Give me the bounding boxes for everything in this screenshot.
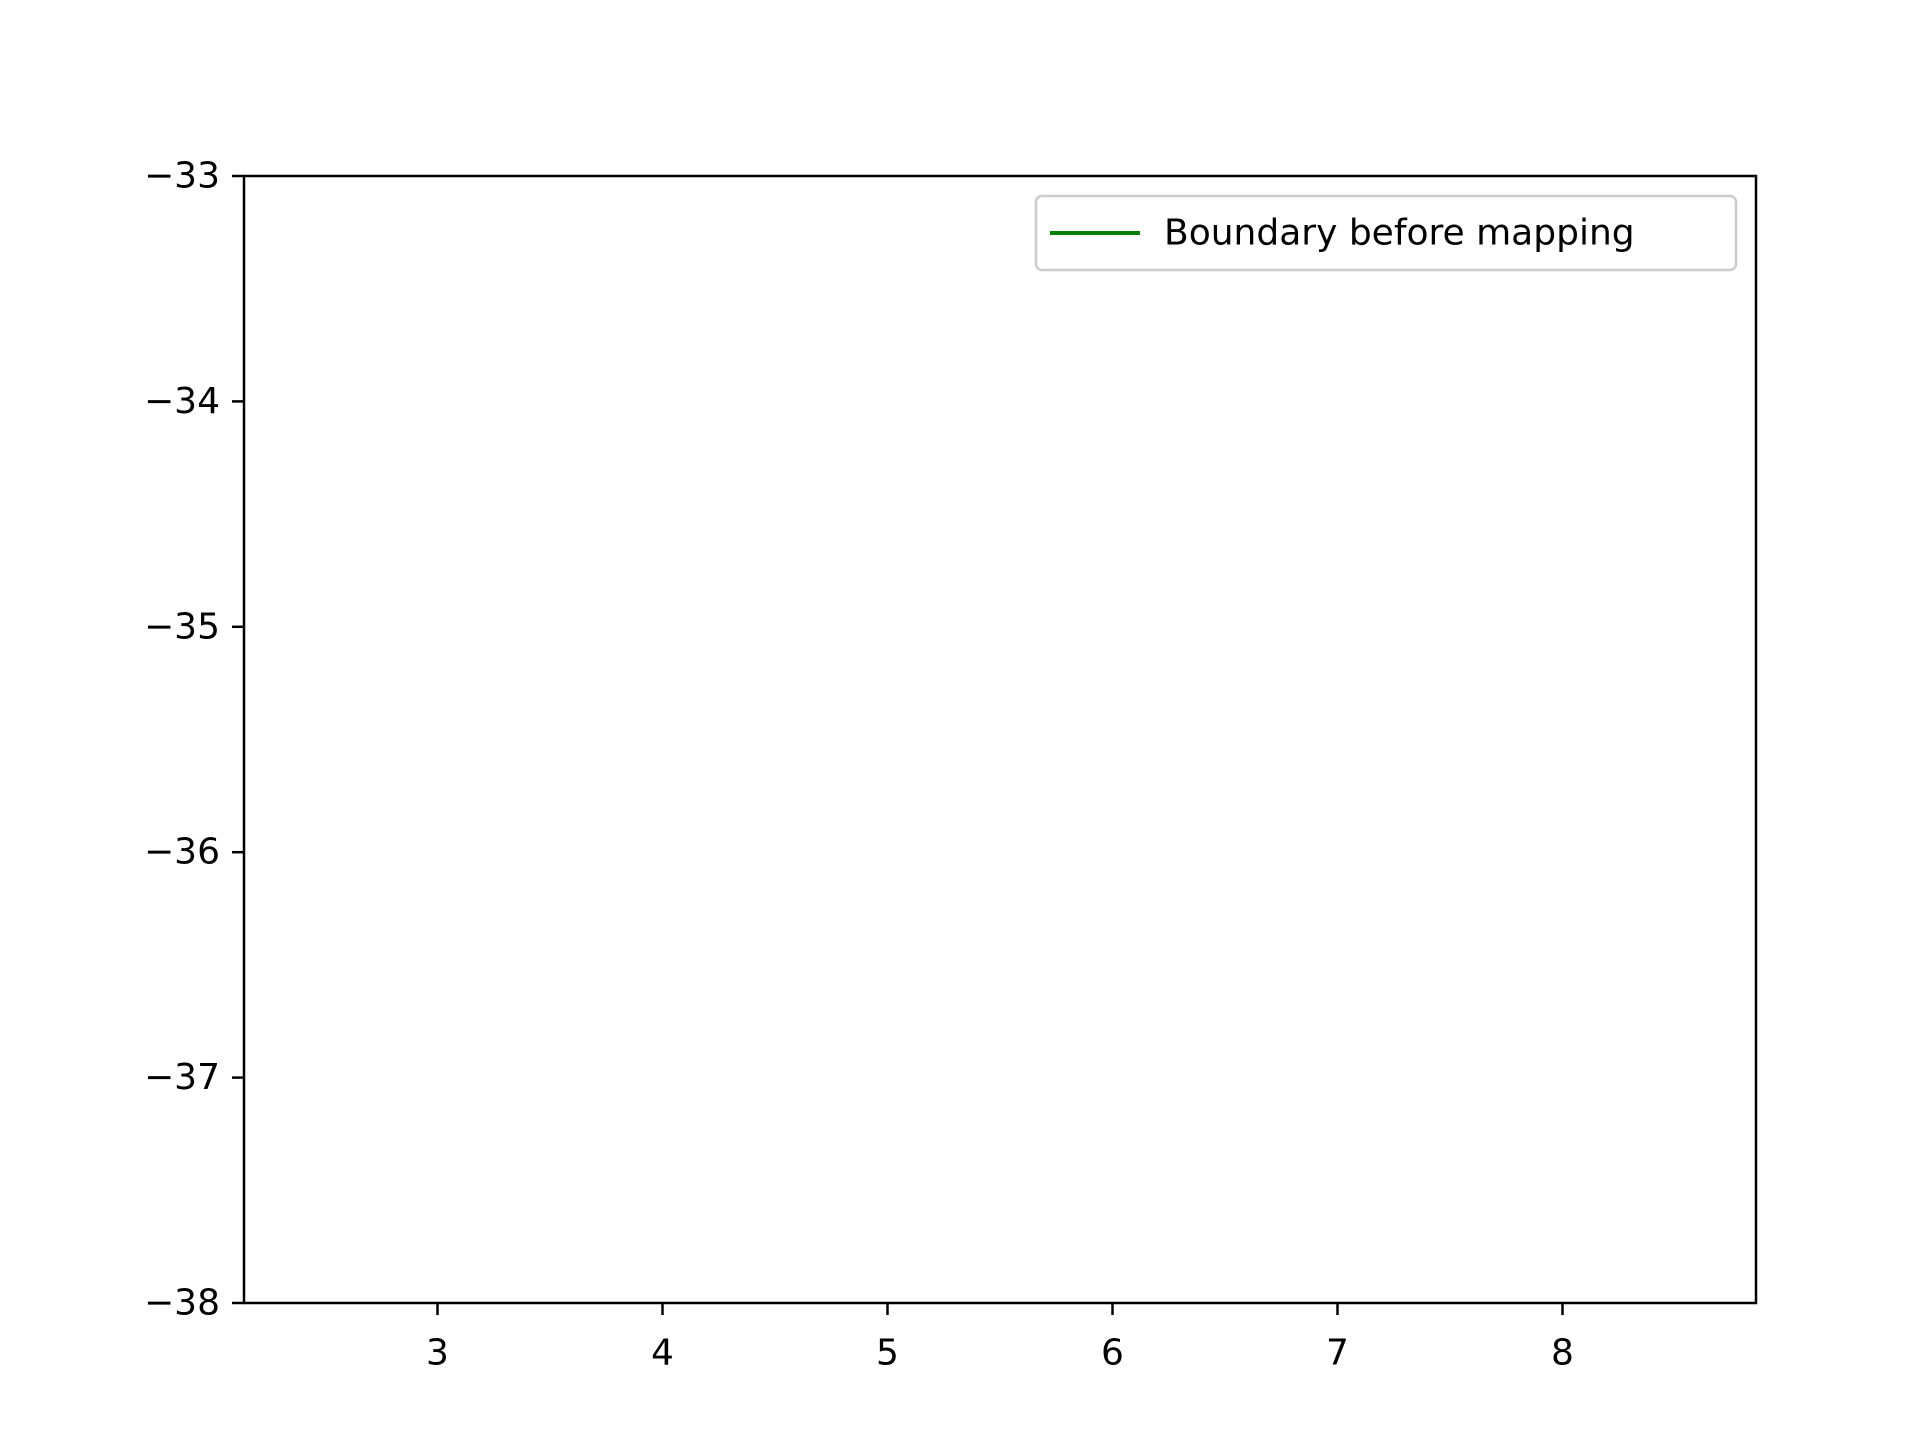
x-axis: 3 4 5 6 7 8 <box>426 1303 1574 1374</box>
legend: Boundary before mapping <box>1034 194 1738 272</box>
x-tick-label: 4 <box>651 1333 674 1374</box>
x-tick-label: 8 <box>1551 1333 1574 1374</box>
y-tick-label: −36 <box>144 832 220 873</box>
x-tick-label: 7 <box>1326 1333 1349 1374</box>
y-tick-label: −33 <box>144 156 220 197</box>
x-tick-label: 6 <box>1101 1333 1124 1374</box>
y-axis: −33 −34 −35 −36 −37 −38 <box>144 156 244 1324</box>
x-tick-label: 5 <box>876 1333 899 1374</box>
legend-label-boundary-before-mapping: Boundary before mapping <box>1164 213 1635 254</box>
y-tick-label: −34 <box>144 381 220 422</box>
plot-area <box>244 176 1756 1303</box>
x-tick-label: 3 <box>426 1333 449 1374</box>
axes-frame <box>242 174 1758 1305</box>
legend-box <box>1034 194 1738 272</box>
y-tick-label: −37 <box>144 1057 220 1098</box>
y-tick-label: −38 <box>144 1283 220 1324</box>
y-tick-label: −35 <box>144 606 220 647</box>
